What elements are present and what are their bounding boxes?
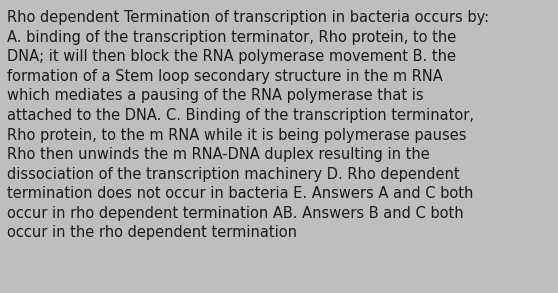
Text: Rho dependent Termination of transcription in bacteria occurs by:
A. binding of : Rho dependent Termination of transcripti… xyxy=(7,10,489,241)
